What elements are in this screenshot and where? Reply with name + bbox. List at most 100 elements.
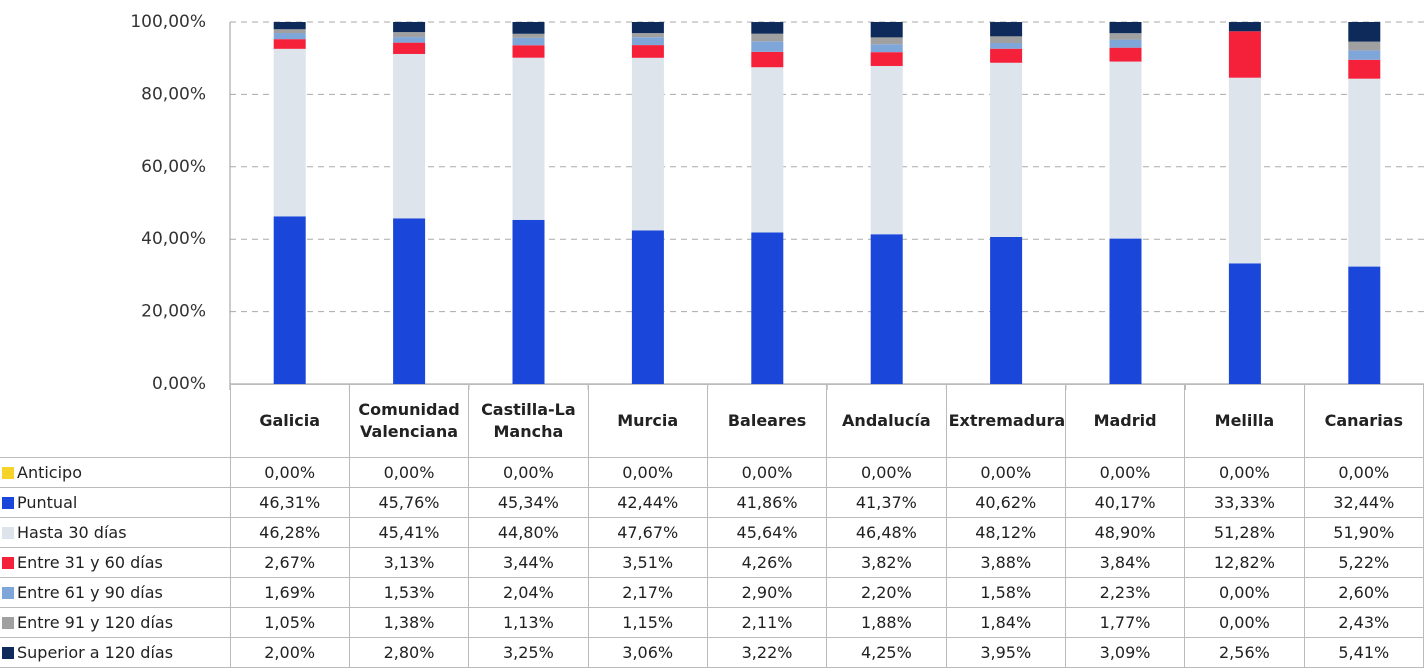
row-header: Entre 91 y 120 días bbox=[0, 607, 231, 638]
table-cell: 47,67% bbox=[587, 517, 708, 548]
bar-segment bbox=[512, 57, 545, 220]
table-cell: 2,20% bbox=[826, 577, 947, 608]
bar-segment bbox=[751, 51, 784, 68]
bar-segment bbox=[512, 45, 545, 58]
table-cell: 48,12% bbox=[945, 517, 1066, 548]
table-cell: 45,76% bbox=[348, 487, 470, 518]
legend-swatch bbox=[2, 617, 14, 629]
bar-segment bbox=[751, 232, 784, 384]
bar-segment bbox=[990, 48, 1023, 63]
table-cell: 44,80% bbox=[468, 517, 589, 548]
bar-segment bbox=[1109, 238, 1142, 384]
table-cell: 0,00% bbox=[706, 457, 828, 488]
legend-label: Entre 91 y 120 días bbox=[17, 613, 174, 632]
legend-swatch bbox=[2, 527, 14, 539]
table-cell: 0,00% bbox=[1184, 457, 1305, 488]
table-cell: 2,67% bbox=[229, 547, 350, 578]
table-row: Hasta 30 días 46,28% 45,41% 44,80% 47,67% 45,… bbox=[0, 517, 1424, 548]
column-header: Extremadura bbox=[945, 384, 1066, 458]
bar-segment bbox=[273, 33, 306, 40]
table-cell: 0,00% bbox=[587, 457, 708, 488]
bar-segment bbox=[631, 33, 664, 38]
table-cell: 3,44% bbox=[468, 547, 589, 578]
bar-segment bbox=[393, 218, 426, 384]
table-cell: 32,44% bbox=[1303, 487, 1424, 518]
table-row: Entre 31 y 60 días 2,67% 3,13% 3,44% 3,51% 4,… bbox=[0, 547, 1424, 578]
bar-segment bbox=[870, 22, 903, 38]
bar-segment bbox=[273, 48, 306, 217]
table-cell: 5,22% bbox=[1303, 547, 1424, 578]
bar-segment bbox=[1348, 266, 1381, 384]
table-cell: 2,04% bbox=[468, 577, 589, 608]
legend-label: Puntual bbox=[17, 493, 78, 512]
bar-segment bbox=[393, 42, 426, 54]
bar-segment bbox=[631, 57, 664, 231]
table-cell: 3,13% bbox=[348, 547, 470, 578]
bar-segment bbox=[990, 36, 1023, 43]
row-header: Superior a 120 días bbox=[0, 637, 231, 668]
table-cell: 41,37% bbox=[826, 487, 947, 518]
table-cell: 0,00% bbox=[945, 457, 1066, 488]
table-cell: 3,82% bbox=[826, 547, 947, 578]
bar-segment bbox=[1348, 50, 1381, 60]
table-row: Superior a 120 días 2,00% 2,80% 3,25% 3,06% 3… bbox=[0, 637, 1424, 668]
bar-segment bbox=[631, 45, 664, 58]
legend-label: Hasta 30 días bbox=[17, 523, 127, 542]
table-cell: 45,41% bbox=[348, 517, 470, 548]
table-cell: 3,51% bbox=[587, 547, 708, 578]
table-cell: 1,77% bbox=[1064, 607, 1186, 638]
row-header: Anticipo bbox=[0, 457, 231, 488]
table-row: Entre 91 y 120 días 1,05% 1,38% 1,13% 1,15% 2… bbox=[0, 607, 1424, 638]
column-header: Galicia bbox=[229, 384, 350, 458]
row-header: Puntual bbox=[0, 487, 231, 518]
bar-segment bbox=[870, 37, 903, 45]
bar-segment bbox=[512, 219, 545, 384]
table-cell: 1,15% bbox=[587, 607, 708, 638]
legend-swatch bbox=[2, 497, 14, 509]
table-cell: 1,53% bbox=[348, 577, 470, 608]
column-header: Andalucía bbox=[826, 384, 947, 458]
table-cell: 3,88% bbox=[945, 547, 1066, 578]
legend-label: Anticipo bbox=[17, 463, 82, 482]
bar-segment bbox=[1228, 31, 1261, 78]
table-row: Entre 61 y 90 días 1,69% 1,53% 2,04% 2,17% 2,… bbox=[0, 577, 1424, 608]
y-tick-label: 20,00% bbox=[141, 302, 206, 322]
table-cell: 45,64% bbox=[706, 517, 828, 548]
table-cell: 1,58% bbox=[945, 577, 1066, 608]
bar-segment bbox=[273, 216, 306, 384]
table-cell: 40,17% bbox=[1064, 487, 1186, 518]
table-cell: 46,31% bbox=[229, 487, 350, 518]
table-cell: 2,80% bbox=[348, 637, 470, 668]
bar-segment bbox=[512, 37, 545, 46]
table-cell: 3,22% bbox=[706, 637, 828, 668]
bar-segment bbox=[1228, 77, 1261, 264]
corner bbox=[0, 384, 231, 458]
table-cell: 51,90% bbox=[1303, 517, 1424, 548]
bar-segment bbox=[273, 29, 306, 34]
bar-segment bbox=[273, 22, 306, 30]
table-cell: 3,06% bbox=[587, 637, 708, 668]
table-cell: 2,90% bbox=[706, 577, 828, 608]
bar-segment bbox=[1109, 39, 1142, 48]
bar-segment bbox=[870, 234, 903, 384]
bar-segment bbox=[1109, 22, 1142, 34]
table-cell: 0,00% bbox=[1303, 457, 1424, 488]
table-cell: 1,13% bbox=[468, 607, 589, 638]
legend-label: Entre 31 y 60 días bbox=[17, 553, 163, 572]
table-cell: 1,84% bbox=[945, 607, 1066, 638]
bar-segment bbox=[1109, 47, 1142, 62]
table-cell: 3,09% bbox=[1064, 637, 1186, 668]
bar-segment bbox=[393, 53, 426, 219]
table-cell: 4,25% bbox=[826, 637, 947, 668]
table-cell: 3,95% bbox=[945, 637, 1066, 668]
bar-segment bbox=[990, 62, 1023, 237]
bar-segment bbox=[990, 22, 1023, 37]
table-cell: 0,00% bbox=[348, 457, 470, 488]
table-cell: 2,00% bbox=[229, 637, 350, 668]
column-header: Comunidad Valenciana bbox=[348, 384, 470, 458]
bar-segment bbox=[990, 42, 1023, 49]
y-tick-label: 80,00% bbox=[141, 84, 206, 104]
table-cell: 2,56% bbox=[1184, 637, 1305, 668]
bar-segment bbox=[1109, 33, 1142, 40]
